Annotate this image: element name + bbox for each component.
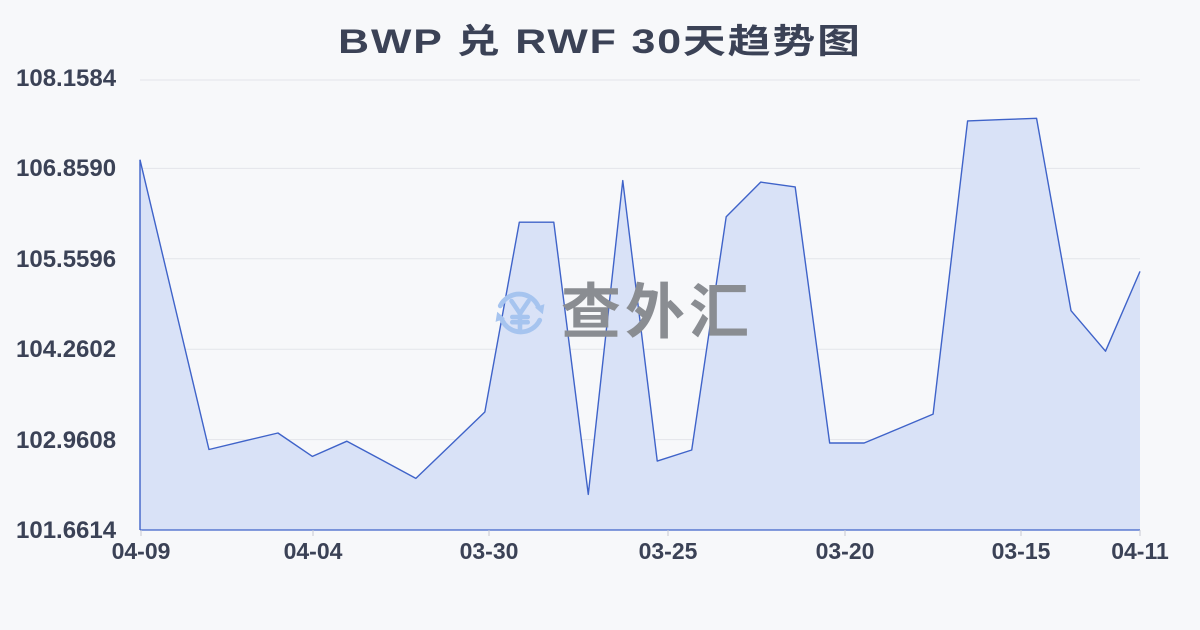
svg-text:04-04: 04-04 xyxy=(284,538,343,564)
svg-text:101.6614: 101.6614 xyxy=(16,517,117,544)
svg-text:102.9608: 102.9608 xyxy=(16,427,116,454)
svg-text:03-25: 03-25 xyxy=(639,538,698,564)
svg-text:03-15: 03-15 xyxy=(992,538,1051,564)
svg-text:03-20: 03-20 xyxy=(816,538,875,564)
svg-text:03-30: 03-30 xyxy=(460,538,519,564)
svg-text:04-11: 04-11 xyxy=(1111,538,1169,564)
svg-text:104.2602: 104.2602 xyxy=(16,336,116,363)
svg-text:108.1584: 108.1584 xyxy=(16,65,117,92)
svg-text:04-09: 04-09 xyxy=(112,538,171,564)
svg-text:105.5596: 105.5596 xyxy=(16,246,116,273)
svg-text:106.8590: 106.8590 xyxy=(16,155,116,182)
